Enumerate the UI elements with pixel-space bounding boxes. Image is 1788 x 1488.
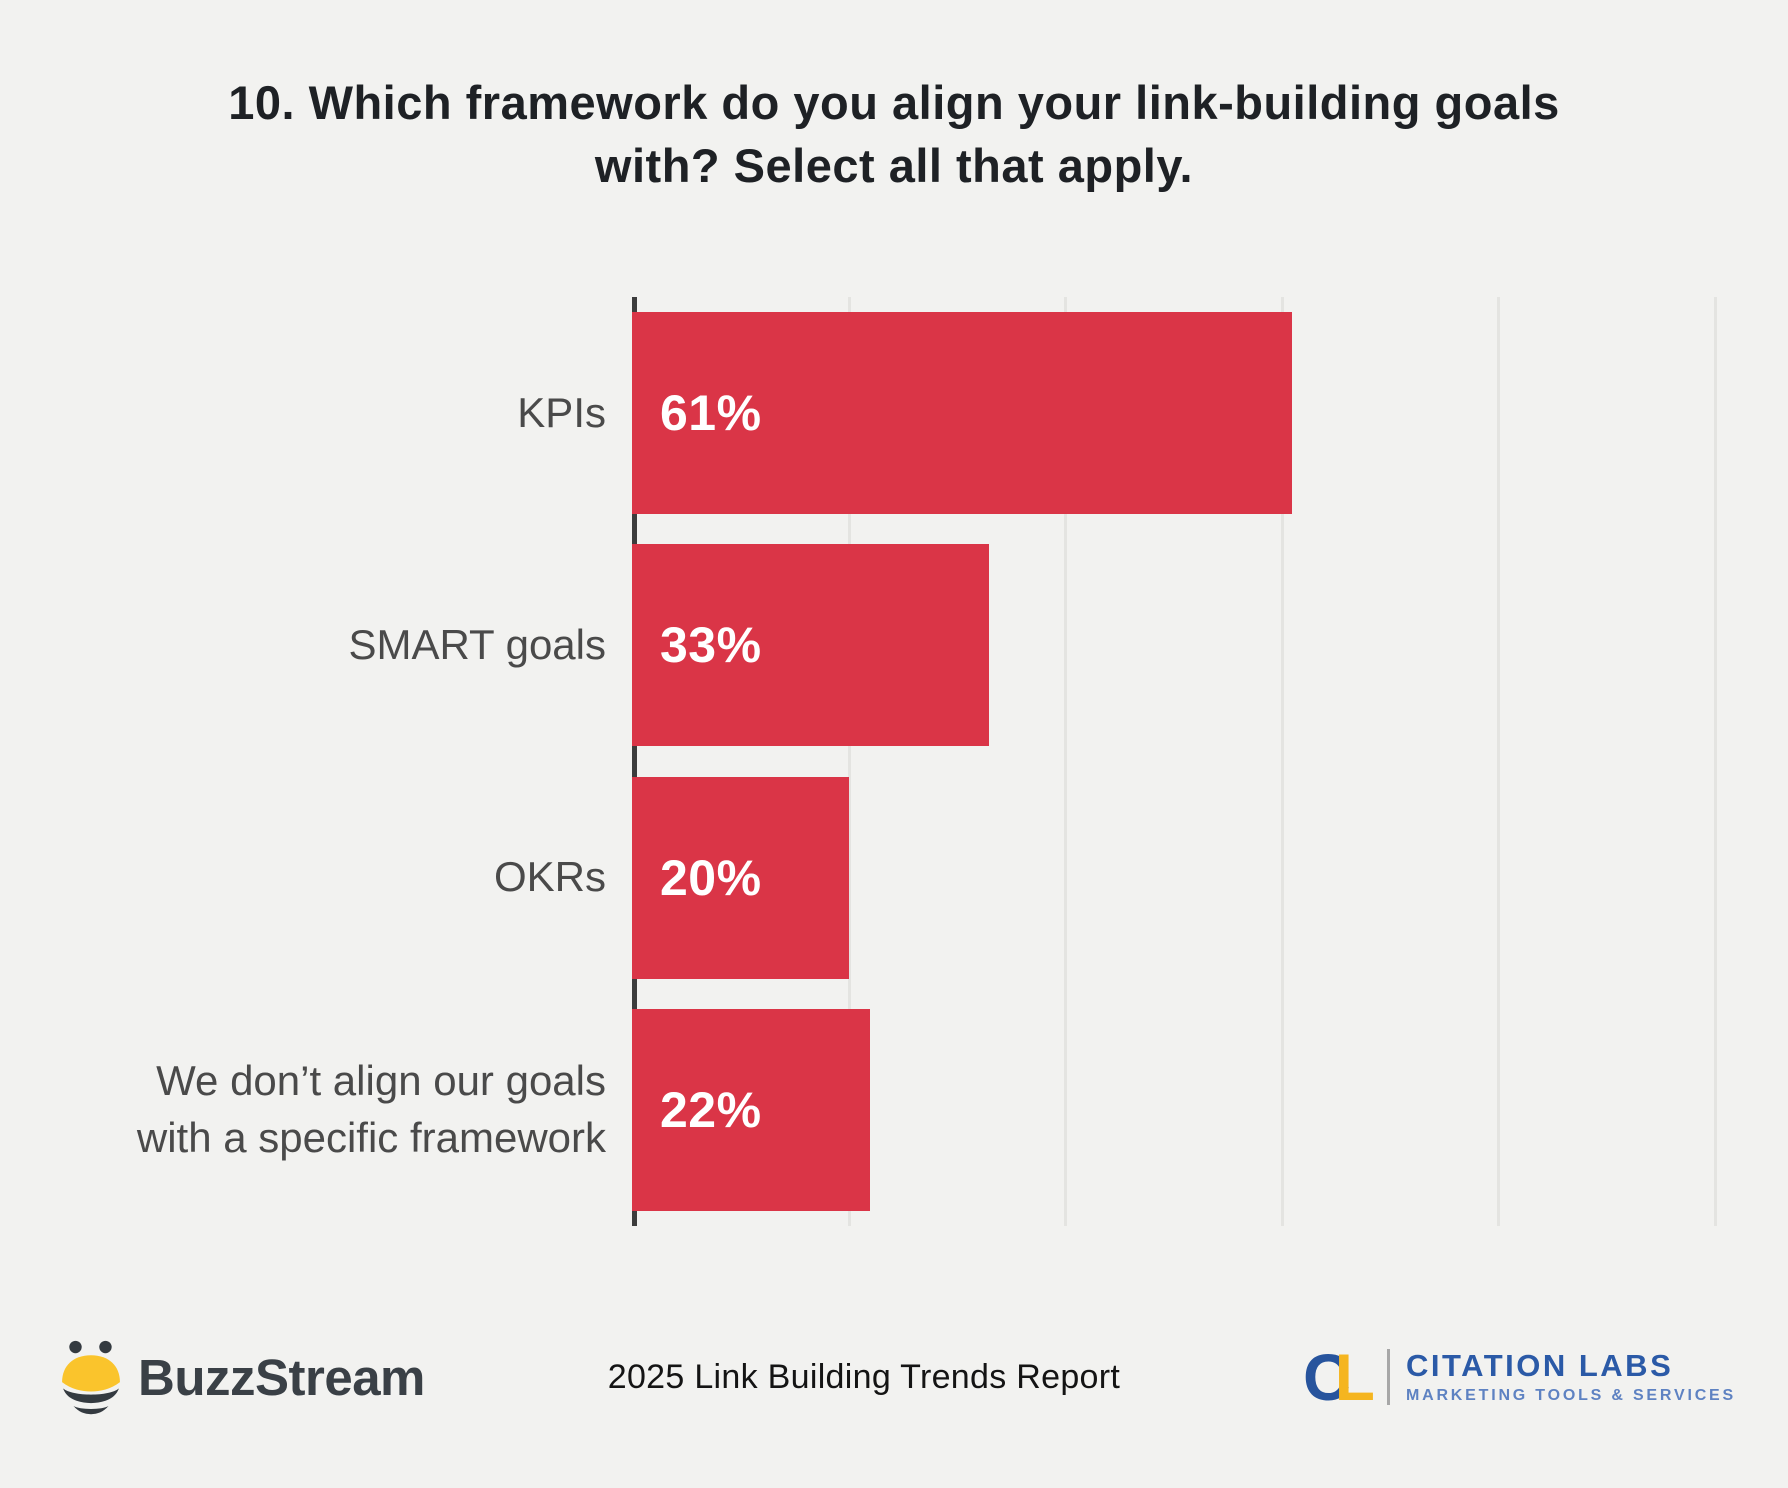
category-label: SMART goals [0, 617, 632, 674]
bar-value-label: 61% [660, 385, 762, 442]
category-label: We don’t align our goals with a specific… [0, 1053, 632, 1166]
citation-labs-text: CITATION LABS MARKETING TOOLS & SERVICES [1406, 1349, 1736, 1404]
row-plot-area: 61% [632, 297, 1788, 529]
bar-value-label: 20% [660, 849, 762, 906]
gridline [1497, 297, 1500, 1226]
gridline [847, 297, 851, 1226]
chart-row: KPIs 61% [0, 297, 1788, 529]
row-plot-area: 22% [632, 994, 1788, 1226]
category-label: OKRs [0, 849, 632, 906]
report-title: 2025 Link Building Trends Report [607, 1357, 1121, 1396]
citation-labs-tagline: MARKETING TOOLS & SERVICES [1405, 1386, 1736, 1404]
citation-labs-cl-icon: C L [1303, 1344, 1375, 1410]
row-plot-area: 33% [632, 529, 1788, 761]
gridline [1280, 297, 1284, 1226]
chart-row: OKRs 20% [0, 762, 1788, 994]
category-label-text: SMART goals [348, 621, 606, 669]
bar-chart: KPIs 61% SMART goals 33% OKRs 20% We don’t ali… [0, 297, 1788, 1226]
chart-rows: KPIs 61% SMART goals 33% OKRs 20% We don’t ali… [0, 297, 1788, 1226]
chart-row: SMART goals 33% [0, 529, 1788, 761]
buzzstream-bee-icon [62, 1340, 120, 1415]
row-plot-area: 20% [632, 762, 1788, 994]
bar: 33% [632, 544, 990, 747]
bar-value-label: 22% [660, 1081, 762, 1138]
cl-mark-c: C [1302, 1340, 1351, 1414]
citation-labs-name: CITATION LABS [1405, 1348, 1674, 1384]
buzzstream-logo: BuzzStream [60, 1339, 425, 1415]
chart-row: We don’t align our goals with a specific… [0, 994, 1788, 1226]
category-label-text: KPIs [517, 388, 606, 436]
cl-mark-l: L [1334, 1340, 1375, 1414]
category-label: KPIs [0, 385, 632, 442]
chart-title: 10. Which framework do you align your li… [0, 72, 1788, 198]
category-label-text: We don’t align our goals with a specific… [136, 1057, 606, 1161]
citation-labs-logo: C L CITATION LABS MARKETING TOOLS & SERV… [1303, 1344, 1736, 1410]
buzzstream-wordmark: BuzzStream [138, 1348, 425, 1406]
logo-divider [1386, 1349, 1390, 1405]
bar-value-label: 33% [660, 617, 762, 674]
bar: 22% [632, 1008, 871, 1211]
y-axis-line [632, 297, 637, 1226]
gridline [1064, 297, 1067, 1226]
footer: BuzzStream 2025 Link Building Trends Rep… [0, 1312, 1788, 1442]
gridline [1713, 297, 1717, 1226]
grid-layer [632, 297, 1788, 1226]
bar: 20% [632, 776, 849, 979]
category-label-text: OKRs [493, 853, 606, 901]
chart-title-text: 10. Which framework do you align your li… [228, 76, 1560, 192]
bar: 61% [632, 312, 1293, 515]
